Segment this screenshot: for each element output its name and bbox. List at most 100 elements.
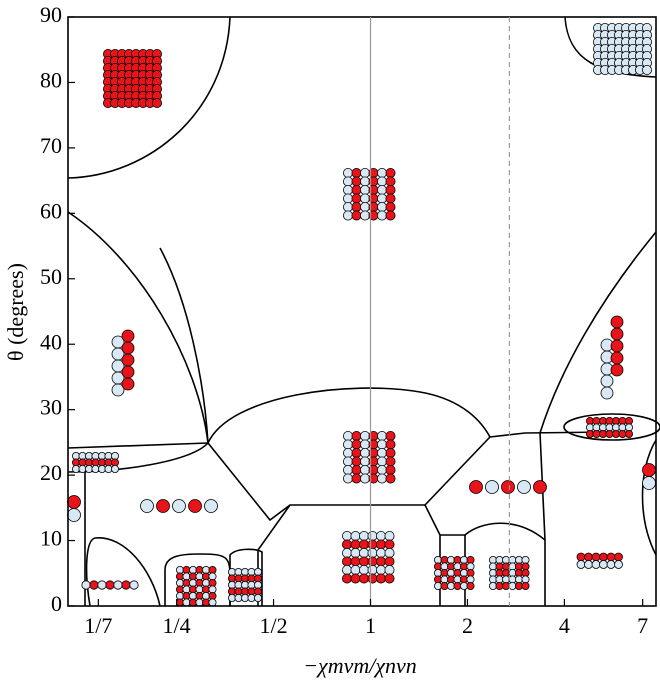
particle [625,429,634,438]
x-tick-label: 7 [637,613,648,638]
particle [151,98,162,109]
particle [384,573,395,584]
particle [385,167,396,178]
particle [351,201,362,212]
particle [375,573,386,584]
x-tick-label: 4 [559,613,570,638]
particle [351,473,362,484]
particle [610,339,624,353]
particle [376,210,387,221]
y-tick-label: 70 [40,133,62,158]
particle [385,430,396,441]
particle [367,556,378,567]
particle [351,176,362,187]
particle [67,495,81,509]
particle [359,447,370,458]
particle [342,210,353,221]
particle [384,548,395,559]
particle [351,439,362,450]
particle [614,560,623,569]
x-tick-label: 1/7 [84,613,112,638]
y-tick-label: 20 [40,460,62,485]
y-tick-label: 0 [51,591,62,616]
particle [350,531,361,542]
particle [342,464,353,475]
particle [359,184,370,195]
particle [351,430,362,441]
particle [385,176,396,187]
particle [121,329,135,343]
particle [342,447,353,458]
particle [375,539,386,550]
particle [351,447,362,458]
particle [341,531,352,542]
particle [342,439,353,450]
particle [121,353,135,367]
particle [208,598,217,607]
particle [97,580,107,590]
particle [376,430,387,441]
particle [351,184,362,195]
plot-frame [67,16,657,607]
particle [358,531,369,542]
particle [89,580,99,590]
particle [350,539,361,550]
particle [600,374,614,388]
particle [121,580,131,590]
particle [384,531,395,542]
particle [253,594,262,603]
particle [385,473,396,484]
particle [376,456,387,467]
particle [610,327,624,341]
particle [606,552,616,562]
particle [359,473,370,484]
particle [121,377,135,391]
particle [140,499,154,513]
particle [358,565,369,576]
particle [367,539,378,550]
particle [384,539,395,550]
particle [591,552,601,562]
particle [376,464,387,475]
particle [385,193,396,204]
particle [156,499,170,513]
particle [376,201,387,212]
particle [375,548,386,559]
particle [576,560,586,569]
particle [376,167,387,178]
particle [642,463,656,477]
particle [367,548,378,559]
particle [610,315,624,329]
particle [584,552,593,562]
x-tick-label: 1 [365,613,376,638]
particle [610,363,624,377]
particle [359,464,370,475]
particle [376,176,387,187]
particle [105,580,115,590]
particle [385,184,396,195]
particle [111,464,120,473]
particle [342,176,353,187]
particle [610,351,624,365]
particle [350,556,361,567]
y-tick-label: 10 [40,526,62,551]
particle [121,365,135,379]
particle [521,582,530,591]
particle [113,580,123,590]
particle [351,193,362,204]
particle [341,556,352,567]
particle [204,499,218,513]
y-tick-label: 40 [40,329,62,354]
particle [341,539,352,550]
particle [591,560,601,569]
particle [576,552,586,562]
particle [350,548,361,559]
particle [517,480,531,494]
particle [599,560,608,569]
particle [351,210,362,221]
particle [385,439,396,450]
particle [351,464,362,475]
particle [385,210,396,221]
particle [642,476,656,490]
x-axis-label: −χmvm/χnvn [303,653,417,678]
